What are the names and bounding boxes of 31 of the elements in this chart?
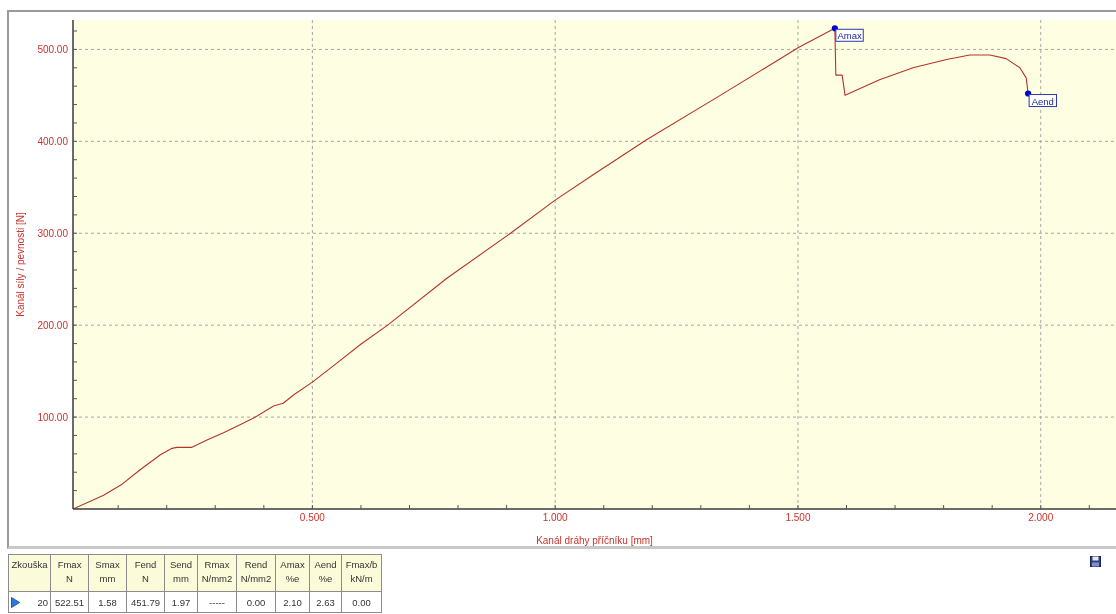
text: 451.79 — [130, 596, 161, 608]
text: Rmax N/mm2 — [201, 559, 233, 584]
text: 2.63 — [316, 596, 335, 608]
x-tick-label: 0.500 — [299, 512, 326, 524]
y-tick-label: 200.00 — [37, 319, 69, 331]
text: 0.00 — [246, 596, 266, 608]
y-tick-label: 400.00 — [37, 135, 69, 147]
y-tick-label: 500.00 — [37, 43, 69, 55]
text: Rend N/mm2 — [240, 559, 272, 584]
text: 1.97 — [171, 596, 191, 608]
text: Aend %e — [314, 559, 337, 584]
text: 20 — [37, 596, 48, 608]
x-tick-label: 1.500 — [785, 512, 811, 524]
text: Smax mm — [95, 559, 120, 584]
text: ----- — [209, 596, 225, 608]
text: 522.51 — [54, 596, 85, 608]
text: Amax %e — [280, 559, 305, 584]
text: Send mm — [169, 559, 193, 584]
text: Zkouška — [11, 559, 48, 570]
text: 1.58 — [98, 596, 117, 608]
x-tick-label: 1.000 — [542, 512, 569, 524]
y-axis-title: Kanál síly / pevnosti [N] — [14, 212, 26, 317]
y-tick-label: 100.00 — [37, 411, 69, 423]
text: 2.10 — [283, 596, 302, 608]
text: Fend N — [134, 559, 157, 584]
y-tick-label: 300.00 — [37, 227, 69, 239]
x-tick-label: 2.000 — [1028, 512, 1054, 524]
text: Fmax N — [57, 559, 82, 584]
x-axis-title: Kanál dráhy příčníku [mm] — [536, 535, 654, 546]
text: Fmax/b kN/m — [345, 559, 378, 584]
text: 0.00 — [352, 596, 371, 608]
